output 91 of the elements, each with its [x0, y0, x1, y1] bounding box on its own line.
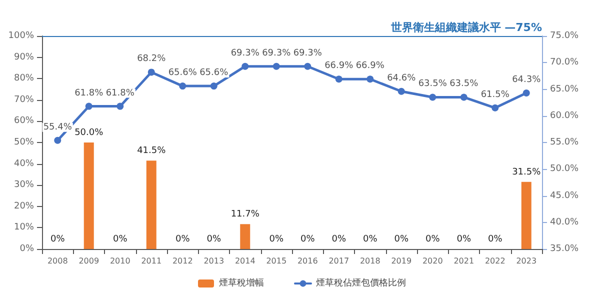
data-label: 0% — [50, 234, 66, 244]
data-label: 0% — [112, 234, 128, 244]
data-label: 61.8% — [106, 88, 135, 98]
point — [272, 62, 280, 70]
y2-tick-label: 40.0% — [550, 217, 580, 228]
point — [460, 94, 468, 101]
x-tick-label: 2020 — [422, 256, 443, 266]
data-label: 0% — [362, 234, 378, 244]
y2-tick-label: 45.0% — [550, 190, 580, 201]
point — [148, 68, 155, 76]
point — [429, 94, 436, 101]
x-tick-label: 2015 — [266, 256, 287, 266]
point — [366, 76, 374, 83]
data-label: 0% — [332, 234, 346, 244]
point — [54, 136, 62, 144]
y2-tick-label: 65.0% — [550, 84, 580, 94]
point — [179, 82, 186, 90]
data-label: 0% — [394, 234, 409, 244]
y-tick-label: 50% — [14, 138, 34, 148]
x-tick-label: 2010 — [110, 256, 130, 266]
y-tick-label: 20% — [14, 201, 34, 212]
bar — [146, 160, 156, 249]
data-label: 0% — [300, 234, 316, 244]
point — [522, 89, 530, 96]
y-tick-label: 10% — [14, 222, 34, 233]
x-tick-label: 2008 — [47, 256, 68, 266]
point — [85, 102, 92, 110]
x-tick-label: 2011 — [141, 256, 162, 266]
x-tick-label: 2018 — [360, 256, 380, 266]
y-tick-label: 100% — [8, 31, 34, 41]
data-label: 41.5% — [137, 146, 166, 156]
point — [335, 76, 342, 83]
data-label: 64.3% — [512, 74, 542, 85]
bar — [84, 142, 94, 249]
point — [116, 102, 124, 110]
y2-tick-label: 50.0% — [550, 164, 580, 174]
x-tick-label: 2017 — [328, 256, 350, 266]
data-label: 65.6% — [200, 68, 229, 78]
y-tick-label: 70% — [14, 94, 34, 105]
y2-tick-label: 55.0% — [550, 138, 580, 148]
legend-label: 煙草稅增幅 — [219, 278, 264, 288]
y-tick-label: 80% — [14, 74, 34, 84]
data-label: 0% — [488, 234, 503, 244]
data-label: 55.4% — [43, 122, 72, 132]
data-label: 31.5% — [512, 167, 542, 178]
data-label: 65.6% — [168, 68, 198, 78]
data-label: 69.3% — [230, 48, 260, 58]
y2-tick-label: 75.0% — [550, 31, 580, 41]
point — [492, 104, 499, 112]
x-tick-label: 2014 — [234, 256, 256, 266]
y-tick-label: 0% — [20, 244, 34, 254]
x-tick-label: 2012 — [172, 256, 193, 266]
data-label: 69.3% — [293, 48, 322, 58]
x-tick-label: 2016 — [297, 256, 318, 266]
data-label: 61.5% — [480, 90, 510, 100]
data-label: 50.0% — [74, 128, 104, 138]
y-tick-label: 60% — [14, 116, 34, 126]
data-label: 68.2% — [137, 54, 166, 64]
data-label: 63.5% — [450, 79, 479, 90]
point — [242, 62, 249, 70]
y2-tick-label: 60.0% — [550, 110, 580, 121]
data-label: 11.7% — [230, 210, 260, 220]
data-label: 66.9% — [356, 61, 385, 72]
x-tick-label: 2022 — [484, 256, 506, 266]
x-tick-label: 2019 — [391, 256, 412, 266]
ref-line-label: 世界衛生組織建議水平 —75% — [390, 21, 542, 34]
data-label: 0% — [456, 234, 472, 244]
x-tick-label: 2013 — [204, 256, 224, 266]
bar — [240, 224, 250, 249]
point — [304, 62, 312, 70]
y-tick-label: 30% — [14, 180, 34, 190]
data-label: 0% — [269, 234, 284, 244]
point — [210, 82, 218, 90]
legend-label: 煙草稅佔煙包價格比例 — [316, 278, 406, 288]
y2-tick-label: 70.0% — [550, 58, 580, 68]
y2-tick-label: 35.0% — [550, 244, 580, 254]
data-label: 0% — [206, 234, 222, 244]
x-tick-label: 2021 — [454, 256, 474, 266]
data-label: 63.5% — [418, 79, 448, 90]
data-label: 0% — [175, 234, 190, 244]
y-tick-label: 40% — [14, 158, 34, 169]
bar — [521, 182, 532, 249]
data-label: 61.8% — [74, 88, 104, 98]
data-label: 64.6% — [387, 73, 416, 84]
x-tick-label: 2023 — [516, 256, 537, 266]
data-label: 0% — [425, 234, 440, 244]
point — [398, 88, 405, 95]
y-tick-label: 90% — [14, 52, 34, 62]
data-label: 66.9% — [324, 61, 354, 72]
x-tick-label: 2009 — [78, 256, 100, 266]
data-label: 69.3% — [262, 48, 292, 58]
